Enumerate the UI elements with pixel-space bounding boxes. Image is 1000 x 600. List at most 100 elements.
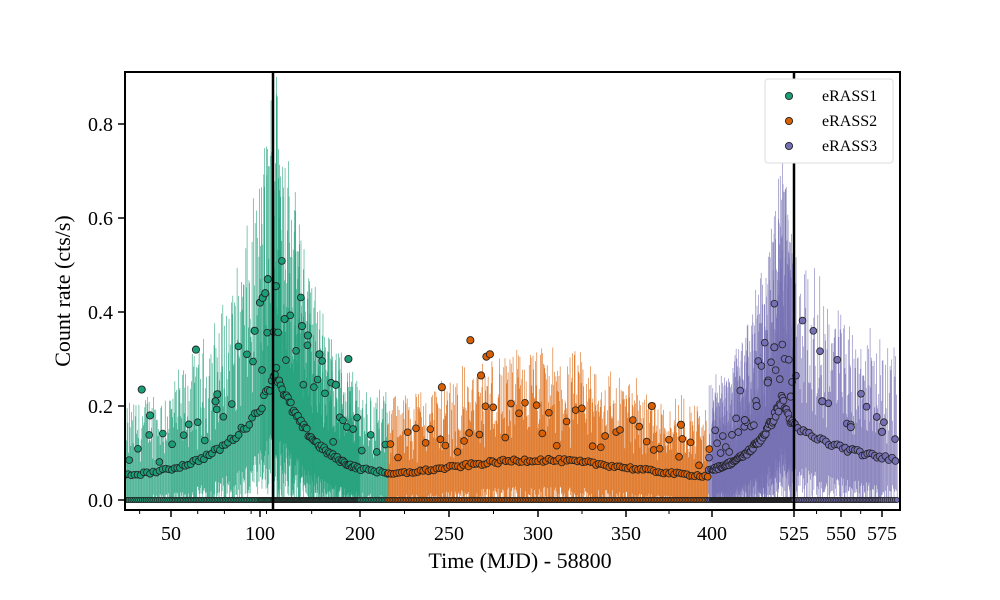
y-tick-label: 0.4	[88, 302, 113, 324]
scatter-point	[880, 418, 888, 427]
scatter-point	[228, 400, 236, 408]
scatter-point	[243, 350, 251, 359]
scatter-point	[372, 448, 381, 456]
scatter-point	[282, 356, 290, 364]
scatter-point	[678, 434, 687, 443]
x-tick-label: 300	[523, 523, 553, 545]
notable-point	[297, 322, 307, 331]
scatter-point	[297, 293, 305, 302]
notable-point	[263, 275, 272, 284]
notable-point	[303, 331, 312, 340]
scatter-point	[303, 341, 312, 350]
binned-point	[245, 420, 254, 429]
scatter-point	[125, 456, 134, 464]
scatter-point	[705, 445, 714, 453]
notable-point	[146, 411, 155, 420]
scatter-point	[532, 401, 541, 410]
scatter-point	[562, 417, 571, 426]
scatter-point	[571, 406, 580, 414]
scatter-point	[412, 424, 420, 433]
notable-point	[740, 416, 749, 425]
notable-point	[763, 378, 772, 387]
notable-point	[818, 397, 827, 406]
scatter-point	[686, 438, 695, 447]
legend-marker-erass3	[784, 141, 794, 151]
scatter-point	[857, 389, 865, 398]
scatter-point	[278, 257, 286, 265]
x-tick-label: 250	[434, 523, 464, 545]
notable-point	[344, 354, 353, 364]
notable-point	[331, 380, 340, 389]
scatter-point	[642, 437, 651, 446]
scatter-point	[421, 439, 430, 447]
scatter-point	[732, 414, 740, 423]
scatter-point	[318, 357, 326, 365]
zero-point	[893, 496, 900, 503]
scatter-point	[750, 421, 758, 429]
y-tick-label: 0.0	[88, 490, 113, 512]
scatter-point	[816, 347, 824, 355]
scatter-point	[159, 429, 167, 438]
notable-point	[280, 314, 289, 324]
legend-frame	[764, 78, 894, 164]
scatter-point	[716, 449, 725, 457]
binned-point	[258, 404, 266, 413]
scatter-point	[258, 366, 266, 374]
scatter-point	[891, 435, 899, 443]
scatter-point	[134, 444, 142, 453]
notable-point	[466, 336, 475, 345]
scatter-point	[313, 375, 322, 384]
binned-point	[234, 431, 243, 439]
scatter-point	[475, 430, 484, 439]
scatter-point	[453, 448, 462, 456]
legend-label-erass3: eRASS3	[822, 138, 877, 155]
legend-label-erass1: eRASS1	[822, 88, 877, 105]
scatter-point	[635, 422, 643, 431]
scatter-point	[521, 398, 529, 407]
scatter-point	[263, 328, 272, 337]
x-tick-label: 550	[826, 523, 856, 545]
scatter-point	[760, 338, 769, 347]
scatter-point	[770, 299, 779, 308]
y-axis-label: Count rate (cts/s)	[50, 215, 75, 367]
scatter-point	[736, 386, 745, 395]
zero-count-points	[125, 496, 900, 503]
error-bars	[125, 77, 898, 500]
x-tick-label: 100	[245, 523, 275, 545]
x-axis-ticks: 50 100 200 250 300 350 400 525 550 575	[139, 510, 897, 545]
scatter-point	[403, 428, 412, 437]
scatter-point	[481, 402, 490, 411]
scatter-point	[778, 340, 787, 349]
scatter-point	[465, 429, 473, 437]
scatter-point	[771, 366, 780, 374]
scatter-point	[234, 342, 243, 351]
scatter-point	[705, 453, 713, 462]
y-tick-label: 0.2	[88, 396, 113, 418]
scatter-point	[711, 426, 720, 435]
notable-point	[877, 427, 887, 436]
scatter-point	[501, 433, 510, 442]
scatter-point	[349, 425, 357, 433]
scatter-point	[339, 416, 347, 425]
scatter-point	[460, 437, 468, 445]
scatter-point	[342, 423, 351, 431]
plot-frame	[124, 71, 901, 511]
scatter-point	[145, 431, 154, 439]
scatter-point	[219, 412, 228, 421]
scatter-point	[357, 446, 366, 455]
notable-point	[315, 350, 324, 359]
scatter-point	[695, 461, 703, 470]
scatter-point	[578, 404, 586, 413]
legend-marker-erass1	[784, 91, 794, 101]
legend-label-erass2: eRASS2	[822, 113, 877, 130]
notable-point	[250, 326, 259, 335]
binned-point	[703, 472, 712, 481]
scatter-point	[713, 439, 721, 448]
scatter-point	[353, 413, 361, 422]
plot-area	[125, 77, 900, 503]
scatter-point	[515, 409, 523, 418]
notable-point	[752, 401, 761, 411]
scatter-point	[588, 442, 597, 451]
x-tick-label: 525	[779, 523, 809, 545]
scatter-point	[862, 402, 871, 411]
